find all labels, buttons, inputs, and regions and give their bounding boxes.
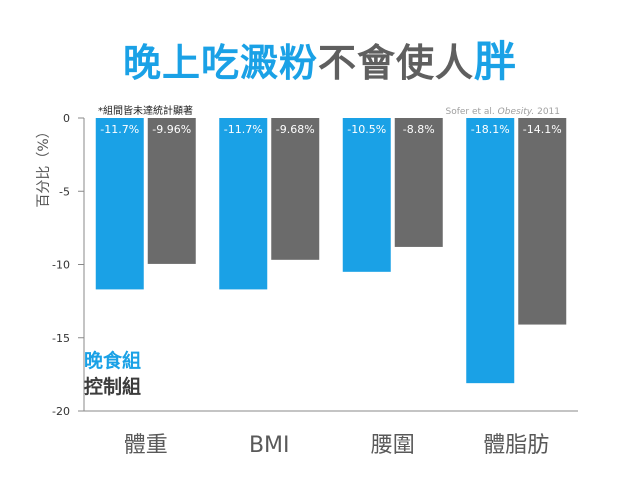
data-labels-group: -11.7% -9.96% -11.7% -9.68% -10.5% -8.8% -18.1… <box>100 123 561 136</box>
title-part-2: 不會使人 <box>317 41 474 85</box>
data-label: -11.7% <box>100 123 139 136</box>
bars-group <box>95 118 567 384</box>
bar-experimental <box>342 118 391 272</box>
bar-experimental <box>219 118 268 290</box>
data-label: -9.68% <box>276 123 315 136</box>
data-label: -11.7% <box>224 123 263 136</box>
citation-authors: Sofer et al. <box>446 107 495 117</box>
bar-control <box>394 118 443 247</box>
data-label: -9.96% <box>152 123 191 136</box>
y-tick-label: -15 <box>52 332 70 345</box>
data-label: -8.8% <box>403 123 435 136</box>
title-part-1: 晚上吃澱粉 <box>122 41 318 85</box>
significance-note: *組間皆未達統計顯著 <box>98 104 193 117</box>
category-label: 腰圍 <box>371 433 415 458</box>
y-tick-label: -5 <box>59 185 70 198</box>
y-axis: 0 -5 -10 -15 -20 <box>52 112 578 418</box>
bar-control <box>518 118 567 325</box>
category-label: BMI <box>249 433 290 458</box>
category-label: 體重 <box>124 433 168 458</box>
category-labels-group: 體重 BMI 腰圍 體脂肪 <box>124 433 550 458</box>
y-tick-label: -20 <box>52 405 70 418</box>
citation-journal: Obesity. <box>498 107 535 117</box>
bar-control <box>271 118 320 260</box>
bar-experimental <box>95 118 144 290</box>
bar-experimental <box>466 118 515 384</box>
y-axis-label: 百分比（%） <box>36 124 52 207</box>
bar-control <box>147 118 196 264</box>
data-label: -14.1% <box>523 123 562 136</box>
citation-year: 2011 <box>537 107 560 117</box>
chart-title: 晚上吃澱粉不會使人胖 <box>0 28 640 89</box>
legend-experimental: 晚食組 <box>84 349 141 372</box>
y-tick-label: 0 <box>63 112 70 125</box>
data-label: -10.5% <box>347 123 386 136</box>
title-part-3: 胖 <box>474 37 518 86</box>
citation: Sofer et al. Obesity. 2011 <box>446 107 561 117</box>
legend-control: 控制組 <box>84 375 141 398</box>
data-label: -18.1% <box>471 123 510 136</box>
y-tick-label: -10 <box>52 259 70 272</box>
category-label: 體脂肪 <box>483 433 549 458</box>
